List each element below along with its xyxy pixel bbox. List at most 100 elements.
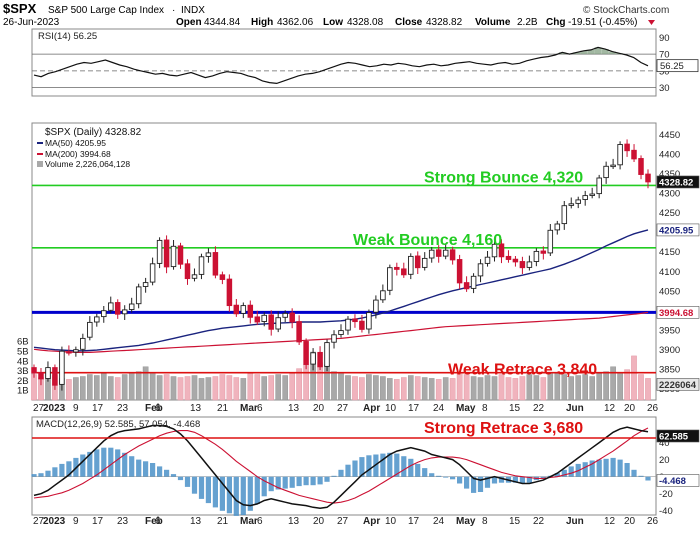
volume-bar xyxy=(359,377,365,401)
volume-bar xyxy=(484,375,491,401)
candle-up xyxy=(373,299,379,313)
volume-bar xyxy=(498,374,505,401)
macd-histogram-bar xyxy=(561,469,567,477)
macd-histogram-bar xyxy=(108,447,114,477)
candle-up xyxy=(331,334,337,343)
volume-bar xyxy=(463,374,470,401)
macd-histogram-bar xyxy=(212,476,218,508)
ma50-line xyxy=(33,229,649,352)
macd-histogram-bar xyxy=(610,457,616,477)
volume-bar xyxy=(303,364,309,401)
candle-down xyxy=(317,351,323,368)
volume-bar xyxy=(540,377,547,401)
price-tick-label: 3900 xyxy=(659,345,680,356)
candle-down xyxy=(414,255,421,269)
candle-down xyxy=(519,261,526,269)
macd-signal-line xyxy=(33,427,649,504)
price-tick-label: 4450 xyxy=(659,130,680,141)
volume-bar xyxy=(135,371,142,401)
candle-down xyxy=(505,255,512,260)
exchange: · xyxy=(172,5,175,16)
candle-down xyxy=(638,158,644,175)
down-arrow-icon xyxy=(648,20,655,25)
volume-bar xyxy=(296,368,302,401)
volume-bar xyxy=(107,376,114,401)
volume-bar xyxy=(589,376,595,401)
x-tick-label: 10 xyxy=(385,403,397,414)
candle-down xyxy=(163,239,170,268)
candle-up xyxy=(170,245,177,268)
candle-up xyxy=(275,317,281,330)
volume-bar xyxy=(233,377,240,401)
volume-label: Volume xyxy=(475,17,511,28)
volume-bar xyxy=(491,376,498,401)
price-panel-frame xyxy=(31,122,657,401)
candle-down xyxy=(219,274,226,280)
x-tick-label: Jun xyxy=(566,516,584,527)
macd-histogram-bar xyxy=(87,451,93,477)
volume-bar xyxy=(526,374,533,401)
macd-histogram-bar xyxy=(94,449,100,477)
volume-bar xyxy=(387,378,393,401)
price-value-flag-label: 4205.95 xyxy=(659,225,694,236)
chart-date: 26-Jun-2023 xyxy=(3,17,60,28)
price-tick-label: 4100 xyxy=(659,267,680,278)
macd-histogram-bar xyxy=(638,475,644,477)
low-value: 4328.08 xyxy=(347,17,384,28)
level-annotation: Strong Bounce 4,320 xyxy=(424,169,583,186)
volume-bar xyxy=(533,375,540,401)
candle-up xyxy=(470,275,477,289)
macd-histogram-bar xyxy=(150,463,156,477)
volume-bar xyxy=(100,373,107,401)
candle-up xyxy=(198,256,205,275)
candle-down xyxy=(247,304,254,318)
x-tick-label: 23 xyxy=(117,403,129,414)
volume-bar xyxy=(428,378,435,401)
macd-histogram-bar xyxy=(115,449,121,477)
x-tick-label: Mar xyxy=(240,403,258,414)
volume-bar xyxy=(449,378,456,401)
macd-histogram-bar xyxy=(415,463,421,477)
macd-histogram-bar xyxy=(394,453,400,477)
macd-histogram-bar xyxy=(471,476,477,493)
macd-legend-text: MACD(12,26,9) 52.585, 57.054, -4.468 xyxy=(36,419,200,430)
x-tick-label: 17 xyxy=(92,516,104,527)
rsi-value-flag xyxy=(656,59,699,73)
price-tick-label: 4150 xyxy=(659,247,680,258)
candle-down xyxy=(226,278,233,307)
x-tick-label: 6 xyxy=(155,403,161,414)
chg-label: Chg xyxy=(546,17,565,28)
volume-bar xyxy=(149,372,156,401)
candle-down xyxy=(177,245,184,265)
volume-bar xyxy=(212,376,219,401)
legend-bg xyxy=(34,126,174,170)
macd-histogram-bar xyxy=(38,473,44,477)
macd-histogram-bar xyxy=(170,474,177,477)
macd-histogram-bar xyxy=(631,469,637,477)
chg-value: -19.51 (-0.45%) xyxy=(568,17,637,28)
macd-panel-frame xyxy=(31,416,657,516)
rsi-overbought-fill xyxy=(558,47,623,55)
candle-down xyxy=(631,149,637,160)
volume-bar xyxy=(408,375,414,401)
candle-down xyxy=(540,250,547,254)
volume-tick-label: 1B xyxy=(17,386,29,397)
x-tick-label: 20 xyxy=(313,403,325,414)
volume-bar xyxy=(505,377,512,401)
macd-histogram-bar xyxy=(317,476,323,485)
candle-down xyxy=(352,318,358,323)
volume-bar xyxy=(254,374,261,401)
volume-tick-label: 5B xyxy=(17,347,29,358)
x-tick-label: 27 xyxy=(33,516,45,527)
x-tick-label: 2023 xyxy=(43,403,66,414)
volume-bar xyxy=(414,376,421,401)
candle-up xyxy=(484,256,491,264)
macd-histogram-bar xyxy=(568,466,574,477)
volume-bar xyxy=(170,376,177,401)
open-label: Open xyxy=(176,17,202,28)
macd-histogram-bar xyxy=(261,476,267,497)
macd-histogram-bar xyxy=(184,476,191,487)
volume-bar xyxy=(610,366,616,401)
high-label: High xyxy=(251,17,273,28)
macd-histogram-bar xyxy=(136,459,142,477)
